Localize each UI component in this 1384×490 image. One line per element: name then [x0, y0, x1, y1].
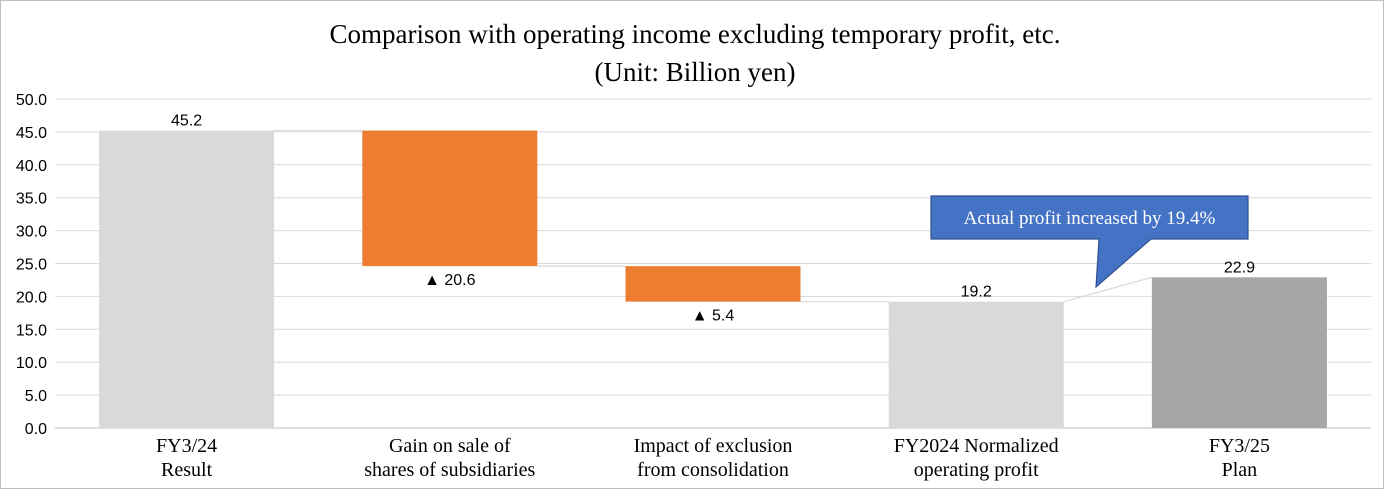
y-tick-label: 25.0 — [16, 257, 47, 274]
category-label: shares of subsidiaries — [364, 459, 535, 481]
category-label: Impact of exclusion — [634, 435, 793, 457]
y-tick-label: 50.0 — [16, 92, 47, 109]
callout-shape — [930, 195, 1249, 289]
bar-1 — [99, 130, 275, 429]
bar-3 — [625, 266, 801, 302]
bar-4 — [888, 301, 1064, 428]
category-label: from consolidation — [637, 459, 789, 481]
y-tick-label: 15.0 — [16, 322, 47, 339]
bar-5 — [1151, 277, 1327, 428]
category-label: Gain on sale of — [389, 435, 511, 457]
bar-2 — [362, 130, 538, 267]
data-label-4: 19.2 — [961, 284, 992, 301]
y-tick-label: 45.0 — [16, 125, 47, 142]
connector-line — [1063, 276, 1153, 303]
category-label: operating profit — [914, 459, 1039, 481]
y-tick-label: 40.0 — [16, 158, 47, 175]
y-tick-label: 5.0 — [25, 388, 47, 405]
data-label-1: 45.2 — [171, 113, 202, 130]
data-labels: 45.2 ▲ 20.6 ▲ 5.4 19.2 22.9 — [171, 113, 1255, 325]
y-tick-label: 35.0 — [16, 191, 47, 208]
callout-text: Actual profit increased by 19.4% — [964, 208, 1216, 229]
category-label: FY2024 Normalized — [894, 435, 1059, 457]
category-label: Plan — [1222, 459, 1258, 481]
data-label-2: ▲ 20.6 — [424, 272, 476, 289]
y-tick-label: 30.0 — [16, 224, 47, 241]
bars — [99, 130, 1327, 429]
data-label-3: ▲ 5.4 — [692, 308, 735, 325]
chart-subtitle: (Unit: Billion yen) — [595, 57, 796, 87]
annotation-callout: Actual profit increased by 19.4% — [930, 195, 1249, 289]
data-label-5: 22.9 — [1224, 259, 1255, 276]
category-label: Result — [161, 459, 213, 481]
connectors — [274, 129, 1153, 303]
y-tick-label: 10.0 — [16, 355, 47, 372]
chart-title: Comparison with operating income excludi… — [329, 19, 1060, 49]
y-axis-ticks: 50.0 45.0 40.0 35.0 30.0 25.0 20.0 15.0 10.0 5.0 0… — [16, 92, 47, 438]
category-label: FY3/24 — [156, 435, 217, 457]
category-label: FY3/25 — [1209, 435, 1270, 457]
y-tick-label: 0.0 — [25, 421, 47, 438]
gridlines — [55, 98, 1371, 429]
y-tick-label: 20.0 — [16, 289, 47, 306]
